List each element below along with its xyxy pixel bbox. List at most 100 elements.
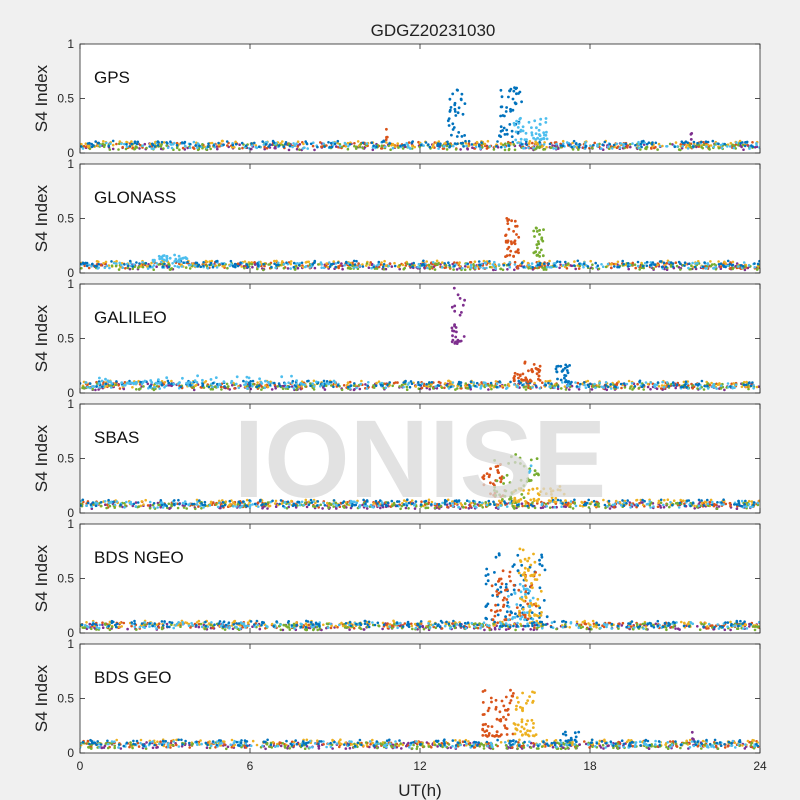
data-point [152,147,155,150]
data-point [600,263,603,266]
data-point [108,384,111,387]
data-point [719,262,723,266]
data-point [571,141,574,145]
data-point [376,502,379,505]
data-point [285,261,288,265]
data-point [228,499,232,503]
data-point [545,505,548,508]
data-point [743,503,746,506]
axes-background [80,164,760,273]
data-point [730,382,733,386]
data-point [526,492,530,495]
data-point [652,505,655,508]
data-point [449,385,453,389]
data-point [697,145,701,148]
data-point [700,501,704,505]
data-point [309,142,313,146]
data-point [583,383,586,387]
data-point [606,385,610,389]
data-point [141,144,144,147]
data-point [117,142,121,146]
data-point [513,219,517,223]
data-point [756,501,760,505]
data-point [451,385,455,388]
data-point [567,262,570,265]
data-point [427,385,430,388]
data-point [394,145,397,149]
data-point [340,388,344,392]
data-point [470,143,474,146]
panel-label: GLONASS [94,188,176,207]
data-point [575,385,579,388]
data-point [309,382,312,385]
data-point [446,498,450,502]
data-point [639,142,643,146]
data-point [545,137,549,141]
data-point [150,147,154,150]
data-point [472,499,475,503]
data-point [211,381,215,385]
data-point [553,386,556,390]
data-point [236,264,240,268]
data-point [420,386,424,390]
data-point [540,236,544,240]
data-point [514,224,517,228]
data-point [80,266,83,270]
data-point [562,142,565,145]
data-point [645,260,649,264]
data-point [152,502,156,505]
data-point [262,143,266,146]
data-point [234,263,237,266]
data-point [542,268,546,271]
data-point [531,141,534,145]
data-point [220,388,223,391]
data-point [311,382,315,386]
data-point [636,382,639,386]
data-point [265,146,269,150]
data-point [452,286,456,290]
data-point [572,145,576,148]
data-point [188,146,192,150]
data-point [622,504,626,508]
data-point [533,250,537,254]
data-point [225,382,229,386]
y-tick-label: 0 [67,386,74,400]
data-point [101,626,105,629]
data-point [512,255,515,258]
data-point [719,143,723,147]
data-point [740,499,744,503]
data-point [273,381,276,385]
data-point [368,263,372,267]
data-point [712,382,716,386]
data-point [399,507,402,511]
data-point [199,265,203,269]
data-point [166,379,170,383]
data-point [295,382,298,386]
data-point [280,375,284,379]
data-point [525,140,528,143]
data-point [551,505,555,509]
data-point [219,385,223,389]
data-point [535,457,539,460]
data-point [90,505,93,509]
data-point [104,382,108,386]
y-tick-label: 0.5 [57,452,74,466]
data-point [104,377,107,381]
data-point [582,262,586,266]
data-point [564,374,568,377]
data-point [542,131,546,135]
data-point [349,499,353,503]
data-point [734,383,738,387]
data-point [691,387,694,390]
data-point [618,501,622,504]
data-point [723,260,726,264]
data-point [646,385,650,389]
data-point [248,384,252,387]
panel-label: SBAS [94,428,139,447]
data-point [317,263,320,266]
data-point [555,142,558,146]
data-point [570,145,574,149]
data-point [149,384,152,388]
data-point [260,382,264,385]
data-point [640,385,644,389]
